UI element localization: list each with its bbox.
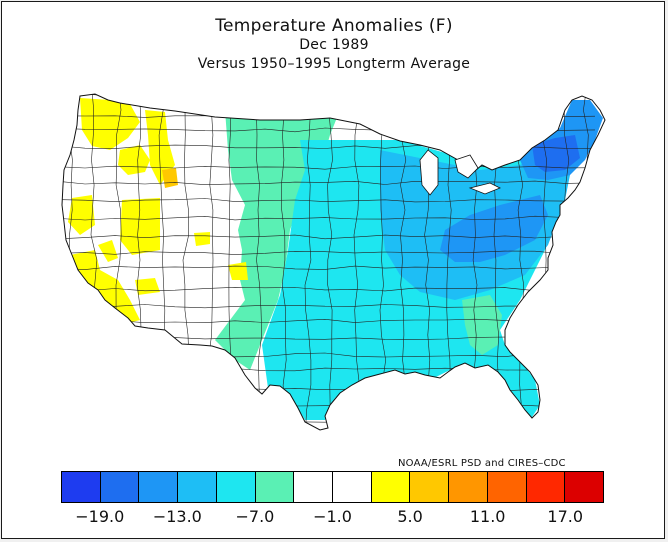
map-baseline: Versus 1950–1995 Longterm Average bbox=[197, 56, 471, 72]
legend-swatch-1 bbox=[100, 472, 140, 502]
legend-swatch-6 bbox=[294, 472, 334, 502]
division-line-h-7 bbox=[62, 215, 596, 221]
legend-swatch-4 bbox=[216, 472, 256, 502]
legend-swatch-7 bbox=[333, 472, 372, 502]
anomaly-fill-layer bbox=[62, 94, 605, 430]
division-line-h-10 bbox=[62, 265, 596, 270]
legend-swatch-5 bbox=[255, 472, 295, 502]
division-line-v-11 bbox=[327, 94, 333, 430]
oregon-warm-region bbox=[118, 145, 150, 175]
s-california-warm-region bbox=[70, 250, 140, 325]
legend-tick-5: 11.0 bbox=[469, 507, 506, 526]
map-title: Temperature Anomalies (F) bbox=[215, 16, 453, 36]
legend-tick-1: −13.0 bbox=[152, 507, 202, 526]
n-california-warm-region bbox=[68, 195, 95, 235]
legend-tick-labels: −19.0 −13.0 −7.0 −1.0 5.0 11.0 17.0 bbox=[0, 507, 668, 529]
legend-tick-4: 5.0 bbox=[397, 507, 423, 526]
legend-tick-6: 17.0 bbox=[547, 507, 584, 526]
division-line-h-8 bbox=[62, 234, 596, 240]
division-line-v-0 bbox=[67, 94, 73, 430]
southeast-green-region bbox=[462, 295, 502, 355]
lake-huron bbox=[454, 154, 479, 179]
utah-warm-region bbox=[194, 232, 210, 246]
legend-swatch-13 bbox=[565, 472, 604, 502]
ohio-valley-region bbox=[440, 195, 548, 262]
division-line-v-8 bbox=[256, 94, 263, 430]
legend-swatch-12 bbox=[526, 472, 566, 502]
data-credit: NOAA/ESRL PSD and CIRES–CDC bbox=[398, 458, 566, 469]
legend-swatch-9 bbox=[410, 472, 450, 502]
division-line-h-12 bbox=[62, 304, 596, 309]
lake-michigan bbox=[419, 149, 439, 196]
legend-tick-2: −7.0 bbox=[235, 507, 275, 526]
legend-swatch-0 bbox=[62, 472, 101, 502]
legend-swatch-10 bbox=[449, 472, 488, 502]
legend-tick-3: −1.0 bbox=[313, 507, 352, 526]
nevada-warm-region bbox=[120, 198, 160, 255]
pacific-nw-warm-region bbox=[80, 98, 140, 150]
division-line-h-0 bbox=[62, 94, 596, 98]
lake-erie bbox=[468, 182, 501, 195]
division-line-v-10 bbox=[304, 94, 312, 430]
idaho-warm-region bbox=[145, 110, 175, 185]
us-outline bbox=[61, 93, 606, 431]
division-line-h-11 bbox=[62, 286, 596, 292]
legend-swatch-3 bbox=[178, 472, 217, 502]
color-scale-legend bbox=[61, 471, 604, 503]
division-line-h-6 bbox=[62, 198, 596, 203]
legend-swatch-8 bbox=[371, 472, 411, 502]
division-line-v-9 bbox=[281, 94, 287, 430]
map-date: Dec 1989 bbox=[299, 37, 369, 53]
legend-tick-0: −19.0 bbox=[75, 507, 125, 526]
sierra-warm-region bbox=[98, 240, 118, 262]
legend-swatch-2 bbox=[139, 472, 179, 502]
legend-swatch-11 bbox=[487, 472, 527, 502]
